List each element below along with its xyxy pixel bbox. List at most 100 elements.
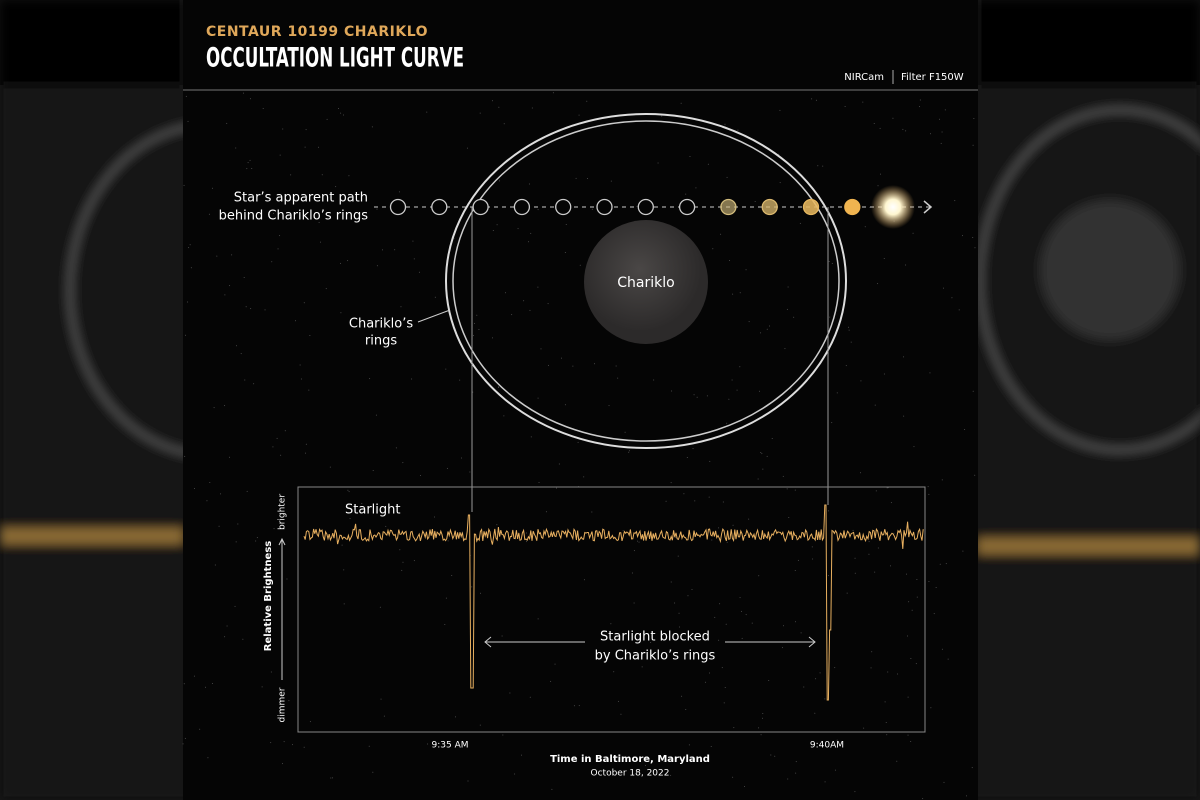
- speck: [411, 378, 413, 380]
- speck: [235, 541, 237, 543]
- speck: [844, 106, 846, 108]
- speck: [679, 626, 681, 628]
- speck: [712, 248, 714, 250]
- x-tick-label: 9:35 AM: [432, 741, 469, 751]
- speck: [665, 500, 667, 502]
- speck: [284, 430, 286, 432]
- speck: [877, 283, 879, 285]
- speck: [787, 286, 789, 288]
- speck: [309, 334, 311, 336]
- speck: [769, 325, 771, 327]
- speck: [454, 716, 456, 718]
- speck: [502, 734, 504, 736]
- speck: [273, 212, 275, 214]
- speck: [883, 373, 885, 375]
- speck: [724, 687, 726, 689]
- speck: [292, 744, 294, 746]
- speck: [902, 128, 904, 130]
- speck: [892, 117, 894, 119]
- speck: [300, 378, 302, 380]
- speck: [854, 572, 856, 574]
- speck: [633, 602, 635, 604]
- speck: [790, 388, 792, 390]
- speck: [213, 407, 215, 409]
- speck: [848, 326, 850, 328]
- speck: [877, 547, 879, 549]
- speck: [321, 174, 323, 176]
- speck: [348, 175, 350, 177]
- speck: [811, 98, 813, 100]
- speck: [473, 322, 475, 324]
- speck: [305, 452, 307, 454]
- speck: [299, 364, 301, 366]
- speck: [503, 123, 505, 125]
- speck: [766, 328, 768, 330]
- speck: [760, 734, 762, 736]
- speck: [501, 635, 503, 637]
- speck: [803, 686, 805, 688]
- speck: [523, 300, 525, 302]
- speck: [610, 623, 612, 625]
- speck: [264, 309, 266, 311]
- x-tick-label: 9:40AM: [810, 741, 844, 751]
- speck: [271, 261, 273, 263]
- speck: [725, 623, 727, 625]
- speck: [282, 128, 284, 130]
- speck: [347, 260, 349, 262]
- speck: [954, 200, 956, 202]
- speck: [930, 133, 932, 135]
- speck: [864, 226, 866, 228]
- speck: [695, 187, 697, 189]
- speck: [770, 754, 772, 756]
- speck: [887, 671, 889, 673]
- speck: [224, 294, 226, 296]
- speck: [184, 455, 186, 457]
- speck: [303, 302, 305, 304]
- speck: [687, 595, 689, 597]
- speck: [762, 717, 764, 719]
- speck: [819, 672, 821, 674]
- speck: [372, 771, 374, 773]
- speck: [903, 415, 905, 417]
- speck: [184, 334, 186, 336]
- speck: [636, 205, 638, 207]
- speck: [784, 348, 786, 350]
- speck: [427, 743, 429, 745]
- speck: [800, 632, 802, 634]
- arrowhead: [278, 537, 286, 546]
- path-label: behind Chariklo’s rings: [219, 209, 369, 224]
- speck: [402, 561, 404, 563]
- speck: [903, 356, 905, 358]
- speck: [183, 184, 185, 186]
- speck: [583, 579, 585, 581]
- speck: [496, 524, 498, 526]
- rings-label: Chariklo’s: [349, 317, 413, 332]
- speck: [743, 786, 745, 788]
- speck: [190, 267, 192, 269]
- speck: [558, 463, 560, 465]
- speck: [343, 603, 345, 605]
- speck: [670, 581, 672, 583]
- speck: [246, 490, 248, 492]
- speck: [305, 443, 307, 445]
- path-dot: [844, 198, 861, 216]
- path-dot: [513, 198, 531, 216]
- speck: [368, 745, 370, 747]
- speck: [491, 337, 493, 339]
- speck: [745, 269, 747, 271]
- speck: [326, 118, 328, 120]
- speck: [940, 142, 942, 144]
- speck: [528, 241, 530, 243]
- speck: [412, 240, 414, 242]
- speck: [282, 763, 284, 765]
- speck: [622, 530, 624, 532]
- speck: [531, 107, 533, 109]
- speck: [466, 147, 468, 149]
- speck: [504, 292, 506, 294]
- speck: [402, 462, 404, 464]
- speck: [971, 767, 973, 769]
- speck: [330, 777, 332, 779]
- speck: [962, 550, 964, 552]
- speck: [349, 518, 351, 520]
